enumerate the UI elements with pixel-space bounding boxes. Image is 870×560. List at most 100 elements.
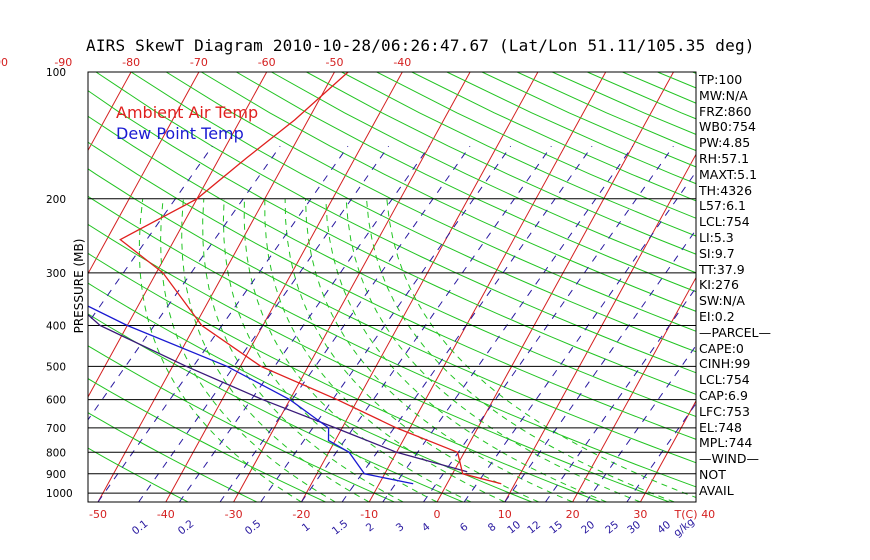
- chart-legend: Ambient Air Temp Dew Point Temp: [116, 103, 258, 143]
- index-item: FRZ:860: [699, 103, 752, 119]
- mixing-ratio-tick-label: 6: [458, 521, 471, 535]
- dry-adiabat-line: [236, 72, 696, 293]
- index-item: CINH:99: [699, 356, 751, 372]
- top-temp-tick-label: -80: [122, 56, 140, 69]
- isotherm-line: [88, 72, 132, 152]
- top-temp-tick-label: -70: [190, 56, 208, 69]
- mixing-ratio-tick-label: 0.1: [130, 518, 151, 538]
- dry-adiabat-line: [201, 72, 696, 312]
- index-item: LCL:754: [699, 214, 750, 230]
- stability-indices-list: TP:100 MW:N/A FRZ:860 WB0:754 PW:4.85 RH:57.1…: [699, 72, 867, 499]
- top-temp-tick-label: -90: [54, 56, 72, 69]
- top-temp-tick-label: -60: [258, 56, 276, 69]
- dry-adiabat-line: [306, 72, 696, 255]
- index-item: LCL:754: [699, 372, 750, 388]
- mixing-ratio-tick-label: 20: [579, 519, 597, 537]
- plot-frame: [87, 71, 697, 503]
- index-item: SI:9.7: [699, 245, 735, 261]
- mixing-ratio-tick-label: 4: [420, 521, 433, 535]
- top-temp-tick-label: -50: [326, 56, 344, 69]
- index-item: NOT: [699, 466, 726, 482]
- pressure-tick-label: 100: [46, 67, 66, 79]
- mixing-ratio-tick-label: 1.5: [330, 518, 351, 538]
- mixing-ratio-line: [382, 145, 634, 502]
- mixing-ratio-line: [423, 145, 674, 502]
- mixing-ratio-tick-label: 12: [525, 519, 543, 537]
- isotherm-line: [97, 72, 335, 502]
- index-item: L57:6.1: [699, 198, 746, 214]
- pressure-tick-label: 300: [46, 268, 66, 280]
- dry-adiabat-line: [95, 72, 696, 374]
- pressure-tick-label: 800: [46, 447, 66, 459]
- dry-adiabat-line: [88, 412, 258, 502]
- index-item: LFC:753: [699, 403, 750, 419]
- dry-adiabat-line: [271, 72, 696, 274]
- x-axis-unit-label: T(C): [674, 508, 698, 521]
- dry-adiabat-line: [88, 115, 696, 418]
- mixing-ratio-line: [300, 145, 552, 502]
- isotherm-line: [233, 72, 471, 502]
- parcel-trace-line: [88, 313, 468, 473]
- index-item: WB0:754: [699, 119, 756, 135]
- moist-adiabat-line: [386, 198, 696, 499]
- mixing-ratio-line: [585, 344, 696, 502]
- pressure-tick-label: 400: [46, 321, 66, 333]
- moist-adiabat-line: [181, 198, 370, 502]
- index-item: CAP:6.9: [699, 387, 748, 403]
- pressure-tick-label: 1000: [46, 488, 73, 500]
- mixing-ratio-line: [138, 145, 390, 502]
- bottom-temp-tick-label: -30: [225, 508, 243, 521]
- moist-adiabat-line: [345, 198, 641, 502]
- moist-adiabat-line: [138, 198, 302, 502]
- index-item: MW:N/A: [699, 87, 748, 103]
- dry-adiabat-line: [88, 195, 696, 488]
- isotherm-line: [436, 72, 674, 502]
- mixing-ratio-tick-label: 0.5: [243, 518, 264, 538]
- dew-point-line: [88, 305, 414, 485]
- pressure-tick-label: 200: [46, 194, 66, 206]
- mixing-ratio-line: [88, 145, 213, 325]
- index-item: CAPE:0: [699, 340, 744, 356]
- mixing-ratio-line: [219, 145, 471, 502]
- moist-adiabat-line: [222, 198, 438, 502]
- pressure-tick-label: 900: [46, 469, 66, 481]
- index-item: LI:5.3: [699, 229, 734, 245]
- dry-adiabat-line: [88, 447, 189, 502]
- isotherm-line: [504, 153, 696, 502]
- chart-title: AIRS SkewT Diagram 2010-10-28/06:26:47.6…: [86, 36, 755, 55]
- mixing-ratio-line: [97, 145, 349, 502]
- dry-adiabat-line: [88, 313, 464, 502]
- dry-adiabat-line: [88, 378, 326, 502]
- y-axis-label: PRESSURE (MB): [72, 239, 86, 334]
- pressure-tick-label: 500: [46, 361, 66, 373]
- dry-adiabat-line: [88, 90, 696, 395]
- index-item: EL:748: [699, 419, 742, 435]
- index-item: TH:4326: [699, 182, 753, 198]
- mixing-ratio-tick-label: 40: [655, 519, 673, 537]
- mixing-ratio-line: [178, 145, 430, 502]
- moist-adiabat-line: [160, 198, 336, 502]
- mixing-ratio-line: [626, 402, 696, 502]
- moist-adiabat-line: [284, 198, 539, 502]
- index-item: —WIND—: [699, 451, 760, 467]
- mixing-ratio-line: [504, 228, 696, 502]
- mixing-ratio-tick-label: 0.2: [176, 518, 197, 538]
- mixing-ratio-tick-label: 10: [505, 519, 523, 537]
- dry-adiabat-line: [88, 345, 395, 502]
- mixing-ratio-line: [341, 145, 593, 502]
- index-item: MPL:744: [699, 435, 753, 451]
- bottom-temp-tick-label: 20: [566, 508, 580, 521]
- mixing-ratio-line: [260, 145, 512, 502]
- moist-adiabat-line: [305, 198, 573, 502]
- bottom-temp-tick-label: 10: [498, 508, 512, 521]
- dry-adiabat-line: [88, 282, 532, 502]
- index-item: PW:4.85: [699, 135, 751, 151]
- top-temp-tick-label: -100: [0, 56, 8, 69]
- isotherm-line: [0, 72, 63, 502]
- bottom-temp-tick-label: 40: [701, 508, 715, 521]
- bottom-temp-tick-label: -50: [89, 508, 107, 521]
- mixing-ratio-tick-label: 15: [547, 519, 565, 537]
- index-item: AVAIL: [699, 482, 734, 498]
- dry-adiabat-line: [88, 252, 601, 502]
